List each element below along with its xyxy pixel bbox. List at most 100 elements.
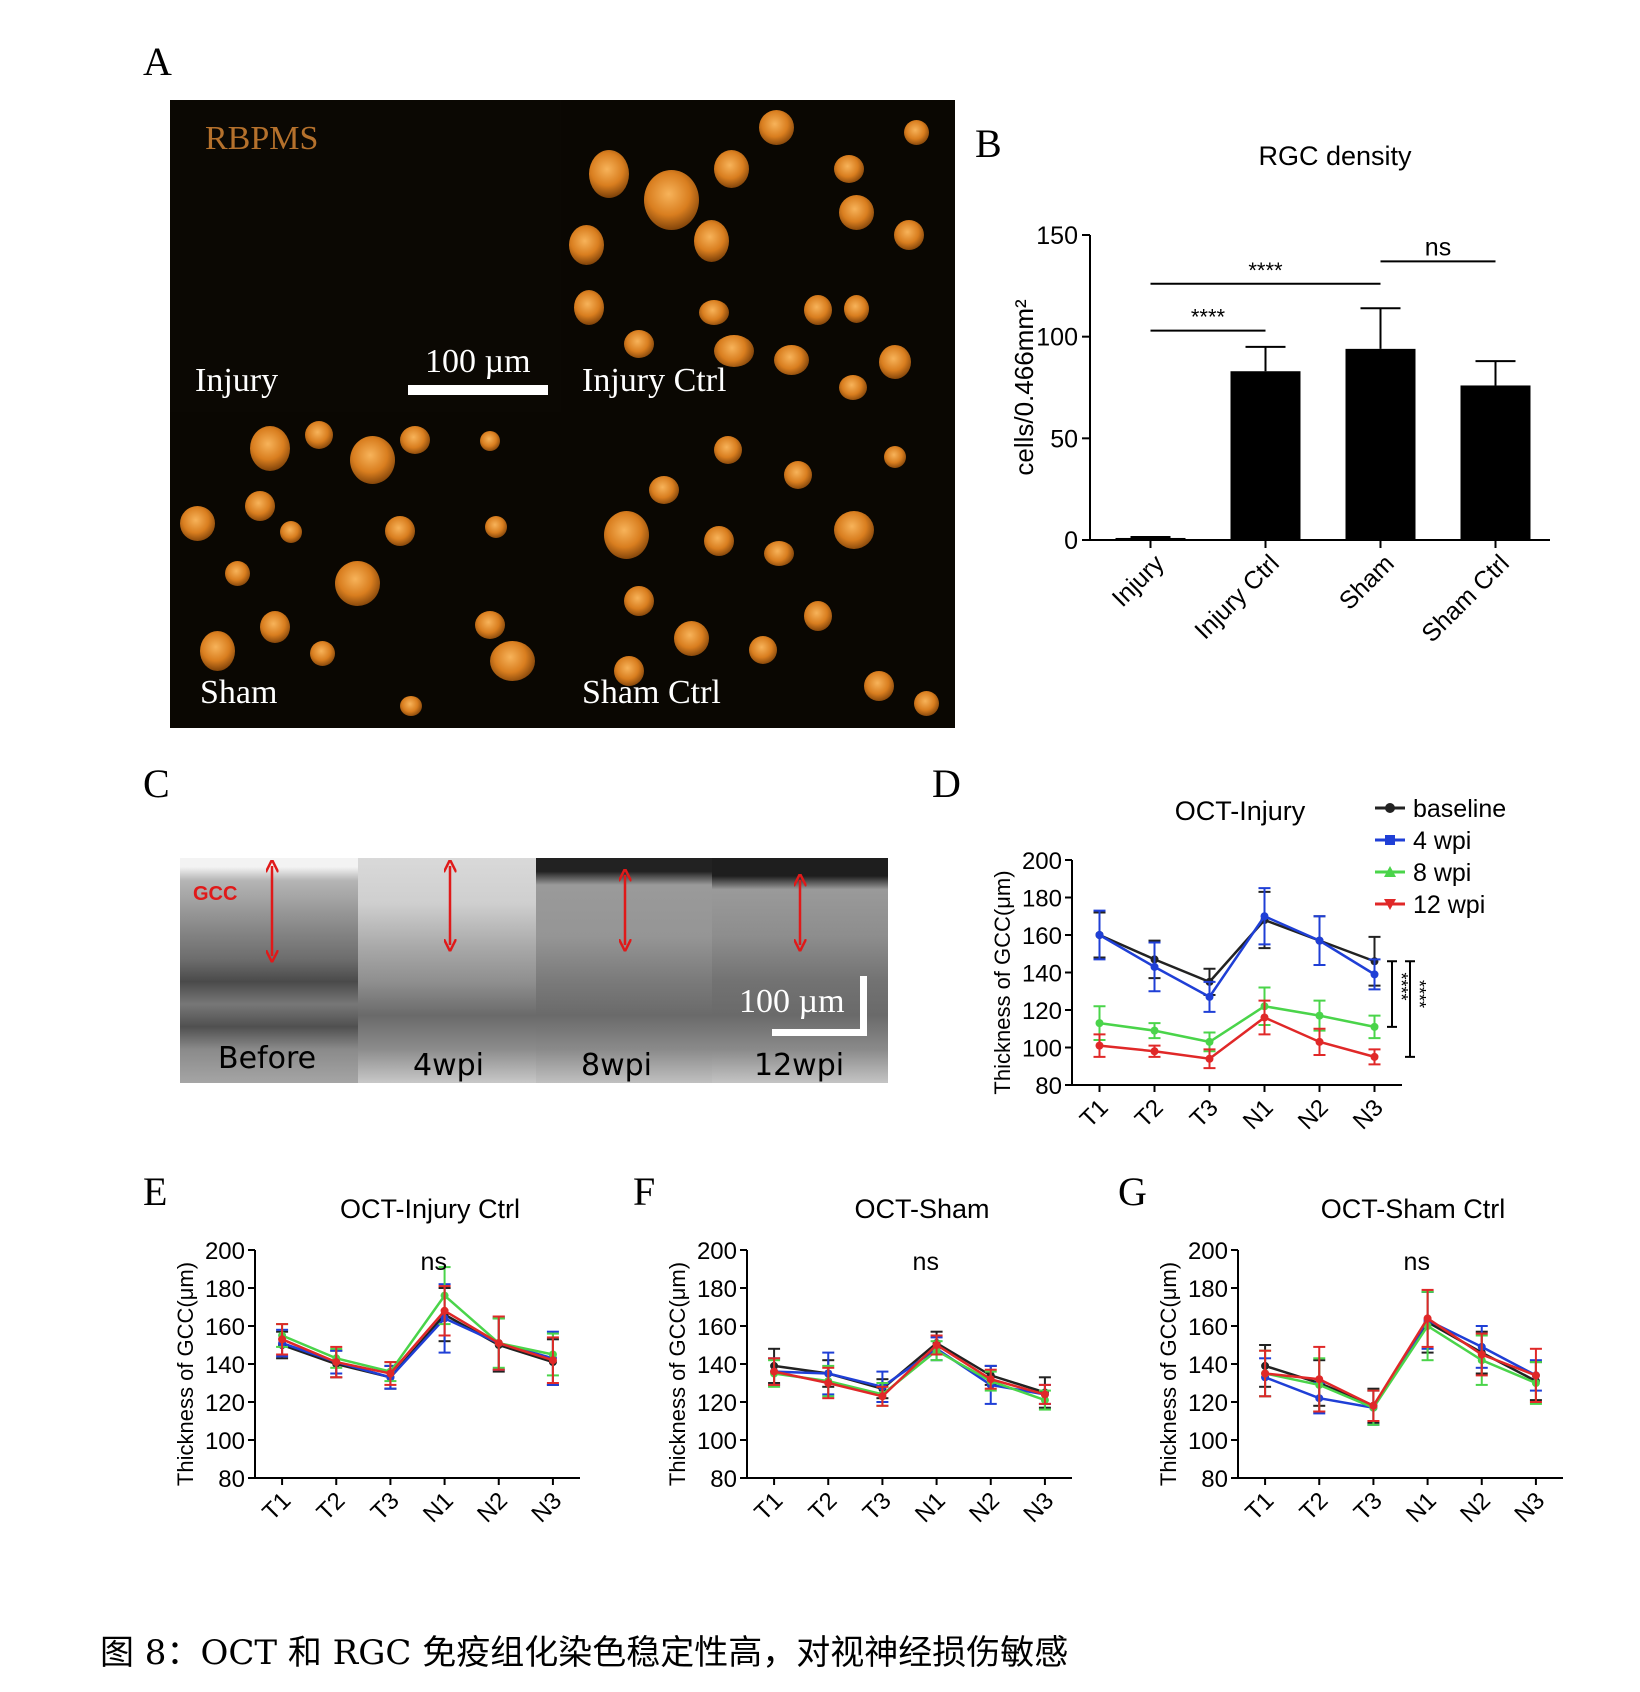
oct-label-before: Before xyxy=(218,1041,317,1076)
y-tick-label: 180 xyxy=(697,1276,737,1303)
y-axis-label: Thickness of GCC(μm) xyxy=(173,1262,198,1486)
x-tick-label: N1 xyxy=(910,1487,951,1528)
data-point xyxy=(1315,936,1324,945)
x-tick-label: T1 xyxy=(1075,1094,1114,1133)
data-point xyxy=(1370,1052,1379,1061)
x-tick-label: N2 xyxy=(1293,1094,1334,1135)
x-tick-label: Sham xyxy=(1334,549,1400,615)
data-point xyxy=(878,1392,887,1401)
data-point xyxy=(932,1341,941,1349)
y-tick-label: 150 xyxy=(1036,222,1078,250)
y-tick-label: 100 xyxy=(697,1428,737,1455)
data-point xyxy=(1205,1054,1214,1063)
chart-title: OCT-Sham xyxy=(854,1194,989,1224)
data-point xyxy=(1095,1019,1104,1028)
y-tick-label: 160 xyxy=(697,1314,737,1341)
sig-label: **** xyxy=(1248,258,1283,283)
panel-letter-g: G xyxy=(1118,1169,1147,1214)
data-point xyxy=(1315,1011,1324,1020)
bar xyxy=(1230,371,1301,540)
x-tick-label: N3 xyxy=(1018,1487,1059,1528)
x-tick-label: T3 xyxy=(1349,1487,1388,1526)
label-sham: Sham xyxy=(200,674,278,711)
data-point xyxy=(1040,1390,1049,1399)
gcc-arrows xyxy=(180,858,888,1083)
y-axis-label: Thickness of GCC(μm) xyxy=(990,870,1015,1094)
legend-marker xyxy=(1384,866,1396,877)
y-tick-label: 200 xyxy=(697,1238,737,1265)
y-tick-label: 80 xyxy=(1035,1073,1062,1100)
data-point xyxy=(1477,1350,1486,1359)
panel-f-line-chart: OCT-Sham 80 100 120 140 160 180 200 Thickness of… xyxy=(665,1194,1072,1528)
data-point xyxy=(1531,1371,1540,1380)
x-tick-label: T1 xyxy=(749,1487,788,1526)
series-line xyxy=(1098,914,1376,999)
bar xyxy=(1345,348,1416,540)
panel-letter-c: C xyxy=(143,761,170,806)
oct-label-8wpi: 8wpi xyxy=(581,1048,653,1083)
x-tick-label: N1 xyxy=(1238,1094,1279,1135)
bar xyxy=(1460,385,1531,540)
legend-label: 4 wpi xyxy=(1413,827,1471,855)
data-point xyxy=(1095,1041,1104,1050)
data-point xyxy=(986,1375,995,1384)
data-point xyxy=(1260,912,1269,921)
panel-g-line-chart: OCT-Sham Ctrl 80 100 120 140 160 180 200 Thickne… xyxy=(1156,1194,1563,1528)
y-tick-label: 50 xyxy=(1050,425,1078,453)
oct-label-12wpi: 12wpi xyxy=(754,1048,845,1083)
panel-d-line-chart: OCT-Injury 80 100 120 140 160 180 200 Thickness … xyxy=(990,795,1506,1135)
panel-letter-d: D xyxy=(932,761,961,806)
ns-annotation: ns xyxy=(1404,1248,1430,1276)
series-line xyxy=(1098,918,1375,984)
scale-bar xyxy=(408,385,548,395)
sig-label: **** xyxy=(1391,973,1411,1001)
x-tick-label: T2 xyxy=(1130,1094,1169,1133)
x-tick-label: T1 xyxy=(1240,1487,1279,1526)
legend-marker xyxy=(1384,899,1396,910)
data-point xyxy=(278,1335,287,1344)
oct-scale-bar-h xyxy=(772,1029,867,1036)
data-point xyxy=(1315,1037,1324,1046)
series-line xyxy=(1099,1016,1375,1061)
x-tick-label: N3 xyxy=(1348,1094,1389,1135)
micrograph-sham: Sham xyxy=(170,416,561,728)
micrograph-sham-ctrl: Sham Ctrl xyxy=(564,416,955,728)
data-point xyxy=(548,1356,557,1365)
data-point xyxy=(332,1358,341,1367)
y-tick-label: 120 xyxy=(1022,998,1062,1025)
data-point xyxy=(1370,970,1379,979)
y-tick-label: 100 xyxy=(205,1428,245,1455)
chart-title: OCT-Injury Ctrl xyxy=(340,1194,520,1224)
y-tick-label: 200 xyxy=(1188,1238,1228,1265)
x-tick-label: T3 xyxy=(366,1487,405,1526)
x-tick-label: N2 xyxy=(964,1487,1005,1528)
data-point xyxy=(1150,1026,1159,1035)
legend-marker xyxy=(1385,803,1395,813)
data-point xyxy=(1260,1013,1269,1022)
data-point xyxy=(1150,1047,1159,1056)
y-tick-label: 200 xyxy=(205,1238,245,1265)
panel-b-bar-chart: RGC density 0 50 100 150 cells/0.466mm² Injury… xyxy=(1009,141,1550,648)
x-tick-label: Sham Ctrl xyxy=(1416,549,1514,647)
series-line xyxy=(1099,1004,1375,1044)
y-tick-label: 80 xyxy=(1201,1466,1228,1493)
gcc-label: GCC xyxy=(193,883,238,905)
micrograph-injury: RBPMS Injury 100 µm xyxy=(170,100,561,412)
x-tick-label: T2 xyxy=(804,1487,843,1526)
y-tick-label: 180 xyxy=(205,1276,245,1303)
panel-c-oct-images: Before 4wpi 8wpi 100 µm 12wpi GCC xyxy=(180,858,888,1083)
series-line xyxy=(774,1347,1046,1396)
micrograph-injury-ctrl: Injury Ctrl xyxy=(564,100,955,412)
chart-title: OCT-Sham Ctrl xyxy=(1321,1194,1506,1224)
panel-letter-a: A xyxy=(143,39,172,84)
y-axis-label: cells/0.466mm² xyxy=(1009,299,1039,476)
x-tick-label: N3 xyxy=(526,1487,567,1528)
sig-label: **** xyxy=(1409,980,1429,1008)
y-tick-label: 200 xyxy=(1022,848,1062,875)
x-tick-label: Injury Ctrl xyxy=(1189,549,1284,644)
data-point xyxy=(1423,1314,1432,1323)
y-tick-label: 80 xyxy=(218,1466,245,1493)
y-tick-label: 120 xyxy=(1188,1390,1228,1417)
y-tick-label: 140 xyxy=(1188,1352,1228,1379)
series-line xyxy=(773,1343,1046,1398)
